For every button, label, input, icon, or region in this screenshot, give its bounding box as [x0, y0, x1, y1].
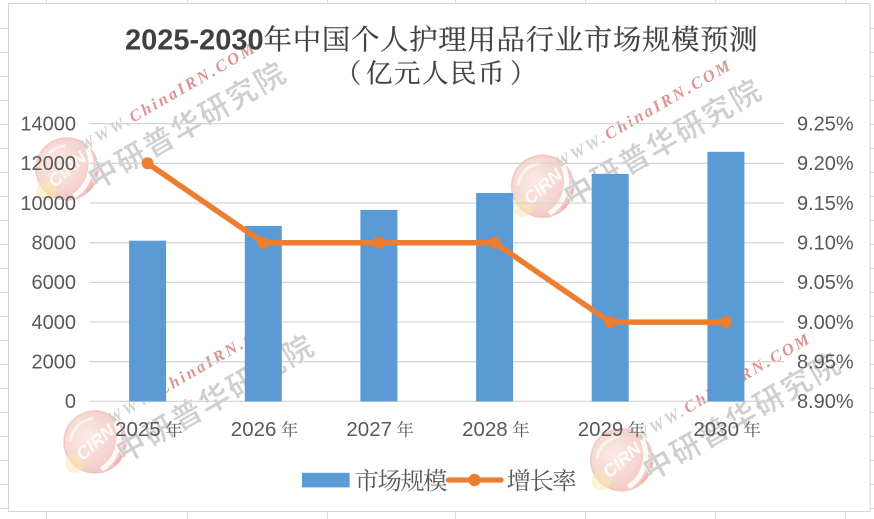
svg-text:2026: 2026: [231, 418, 277, 441]
svg-text:9.10%: 9.10%: [797, 233, 854, 255]
svg-text:12000: 12000: [20, 153, 76, 175]
svg-text:2000: 2000: [32, 352, 77, 374]
svg-text:14000: 14000: [20, 113, 76, 135]
svg-text:0: 0: [65, 391, 76, 413]
svg-text:2030: 2030: [693, 418, 739, 441]
svg-text:2025: 2025: [115, 418, 161, 441]
svg-text:4000: 4000: [32, 312, 77, 334]
svg-text:2028: 2028: [462, 418, 508, 441]
svg-text:8.90%: 8.90%: [797, 391, 854, 413]
svg-text:2027: 2027: [346, 418, 392, 441]
svg-text:9.00%: 9.00%: [797, 312, 854, 334]
svg-text:8000: 8000: [32, 233, 77, 255]
svg-text:6000: 6000: [32, 272, 77, 294]
svg-text:10000: 10000: [20, 193, 76, 215]
svg-text:9.20%: 9.20%: [797, 153, 854, 175]
svg-text:2025-2030: 2025-2030: [125, 25, 264, 57]
svg-text:9.25%: 9.25%: [797, 113, 854, 135]
svg-text:8.95%: 8.95%: [797, 352, 854, 374]
svg-text:9.15%: 9.15%: [797, 193, 854, 215]
svg-text:2029: 2029: [578, 418, 624, 441]
svg-text:9.05%: 9.05%: [797, 272, 854, 294]
